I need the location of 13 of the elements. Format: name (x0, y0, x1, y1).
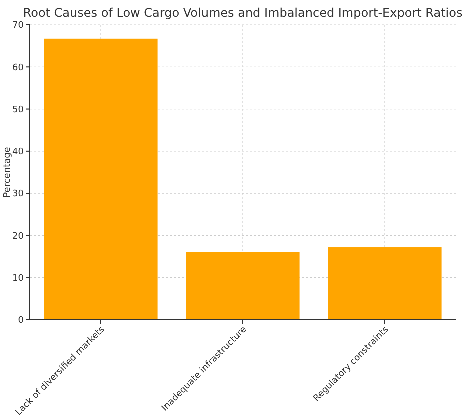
y-tick-label: 0 (18, 316, 24, 326)
y-axis-title: Percentage (3, 146, 13, 198)
y-tick-label: 20 (12, 232, 24, 242)
bar (186, 252, 300, 320)
y-tick-label: 60 (12, 63, 24, 74)
y-tick-label: 10 (12, 274, 24, 284)
chart-title: Root Causes of Low Cargo Volumes and Imbalanced Import-Export Ratios (23, 6, 463, 20)
y-tick-label: 30 (12, 190, 24, 200)
bar (44, 38, 158, 320)
bar (328, 248, 442, 320)
y-tick-label: 40 (12, 148, 24, 158)
y-tick-label: 50 (12, 105, 24, 116)
y-tick-label: 70 (12, 21, 24, 32)
